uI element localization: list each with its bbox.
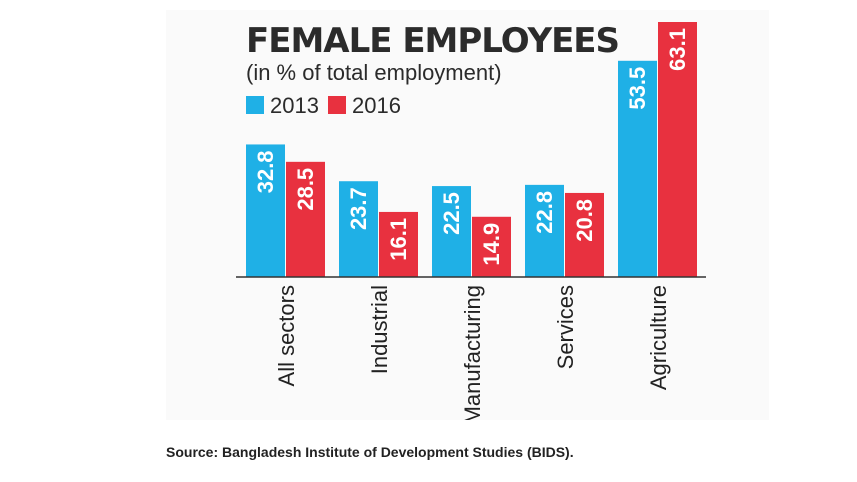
value-label-services-2016: 20.8 [572, 199, 597, 242]
bar-manufacturing-2013 [432, 186, 471, 277]
category-label-services: Services [553, 285, 578, 369]
legend-swatch-2013 [246, 96, 264, 114]
bar-all-sectors-2013 [246, 144, 285, 277]
bar-group: 32.8 28.5 23.7 16.1 22.5 14.9 22.8 20.8 53.5 63.1 [246, 22, 697, 277]
bar-services-2013 [525, 184, 564, 277]
category-label-agriculture: Agriculture [646, 285, 671, 390]
chart-title: FEMALE EMPLOYEES [246, 21, 619, 61]
category-label-all-sectors: All sectors [274, 285, 299, 386]
bar-agriculture-2013 [618, 60, 657, 277]
value-label-services-2013: 22.8 [532, 191, 557, 234]
chart-panel: FEMALE EMPLOYEES (in % of total employme… [166, 10, 769, 420]
bar-industrial-2016 [379, 211, 418, 277]
bar-manufacturing-2016 [472, 216, 511, 277]
value-label-industrial-2016: 16.1 [386, 218, 411, 261]
bar-chart: FEMALE EMPLOYEES (in % of total employme… [236, 21, 706, 420]
value-label-agriculture-2016: 63.1 [665, 28, 690, 71]
category-label-manufacturing: Manufacturing [460, 285, 485, 420]
value-label-agriculture-2013: 53.5 [625, 67, 650, 110]
source-note: Source: Bangladesh Institute of Developm… [166, 444, 574, 460]
category-label-industrial: Industrial [367, 285, 392, 374]
value-label-manufacturing-2016: 14.9 [479, 223, 504, 266]
legend-label-2016: 2016 [352, 93, 401, 118]
value-label-all-sectors-2016: 28.5 [293, 168, 318, 211]
bar-services-2016 [565, 192, 604, 277]
bar-agriculture-2016 [658, 22, 697, 277]
category-labels: All sectors Industrial Manufacturing Servic… [274, 285, 671, 420]
value-label-all-sectors-2013: 32.8 [253, 150, 278, 193]
value-label-industrial-2013: 23.7 [346, 187, 371, 230]
value-label-manufacturing-2013: 22.5 [439, 192, 464, 235]
legend-label-2013: 2013 [270, 93, 319, 118]
bar-industrial-2013 [339, 181, 378, 277]
bar-all-sectors-2016 [286, 161, 325, 277]
legend-swatch-2016 [328, 96, 346, 114]
chart-subtitle: (in % of total employment) [246, 60, 502, 85]
